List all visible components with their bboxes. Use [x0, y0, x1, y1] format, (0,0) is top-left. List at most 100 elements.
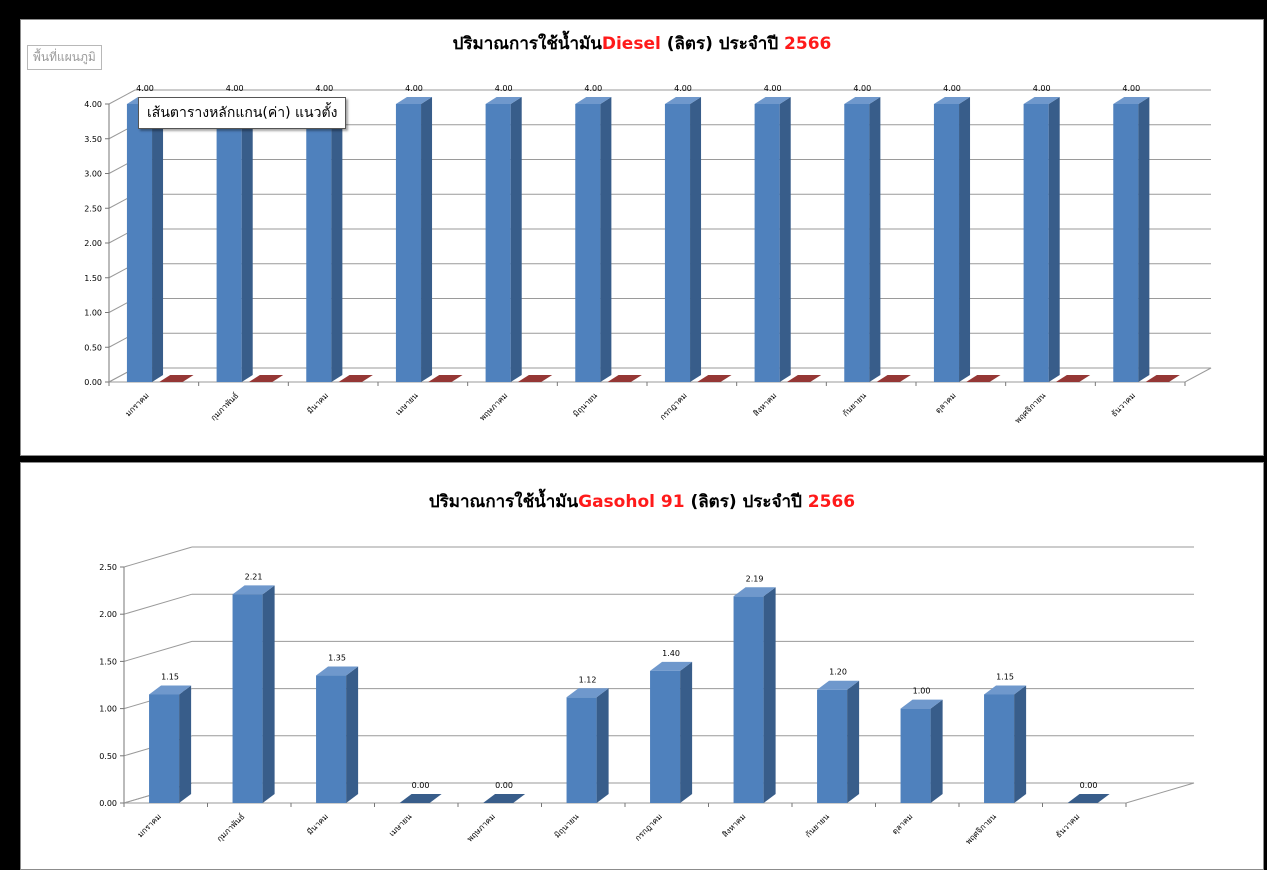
data-label: 4.00: [584, 84, 602, 93]
series2-bar-4: [428, 375, 463, 382]
data-label: 0.00: [1080, 781, 1098, 790]
series2-bar-3: [338, 375, 373, 382]
bar-side: [179, 685, 192, 803]
bar-side: [421, 97, 433, 382]
bar-side: [262, 585, 275, 803]
bar-side: [869, 97, 881, 382]
bar-front: [1113, 104, 1139, 382]
y-tick-label: 2.50: [84, 204, 102, 213]
bar-side: [510, 97, 522, 382]
series2-bar-2: [248, 375, 284, 382]
bar-10: [933, 97, 971, 382]
series2-bar-5: [517, 375, 553, 382]
bar-front: [216, 104, 242, 382]
x-tick-label: เมษายน: [387, 812, 413, 838]
gridline-depth: [108, 89, 136, 105]
bar-9: [817, 680, 860, 803]
bar-side: [847, 680, 860, 803]
y-tick-label: 2.00: [84, 239, 102, 248]
data-label: 4.00: [405, 84, 423, 93]
x-tick-label: มิถุนายน: [571, 391, 599, 419]
gasohol-chart-plot[interactable]: 0.00 0.50 1.00 1.50 2.00 2.50 1.15 มกราคม 2.21 กุ…: [21, 463, 1263, 869]
data-label: 2.19: [746, 574, 764, 583]
y-tick-label: 1.00: [84, 309, 102, 318]
x-tick-label: สิงหาคม: [720, 812, 747, 839]
gridline-depth: [123, 640, 193, 662]
data-label: 4.00: [495, 84, 513, 93]
bar-7: [650, 661, 693, 803]
bar-side: [1138, 97, 1150, 382]
data-label: 1.20: [829, 668, 847, 677]
bar-top: [575, 97, 612, 104]
bar-2: [232, 585, 275, 803]
bar-top: [984, 685, 1027, 695]
data-label: 2.21: [245, 572, 263, 581]
bar-front: [754, 104, 780, 382]
bar-side: [152, 97, 164, 382]
y-tick-label: 4.00: [84, 100, 102, 109]
data-label: 4.00: [136, 84, 154, 93]
diesel-chart-panel[interactable]: ปริมาณการใช้น้ำมันDiesel (ลิตร) ประจำปี …: [20, 19, 1264, 456]
gasohol-chart-panel[interactable]: ปริมาณการใช้น้ำมันGasohol 91 (ลิตร) ประจ…: [20, 462, 1264, 870]
bar-front: [566, 697, 597, 803]
bar-top: [733, 587, 776, 597]
y-tick-label: 3.00: [84, 170, 102, 179]
data-label: 0.00: [495, 781, 513, 790]
x-tick-label: มิถุนายน: [553, 812, 581, 840]
x-tick-label: กุมภาพันธ์: [214, 811, 246, 843]
bar-side: [1048, 97, 1060, 382]
y-tick-label: 1.50: [84, 274, 102, 283]
bar-top: [754, 97, 791, 104]
x-tick-label: พฤษภาคม: [478, 391, 510, 423]
bar-6: [566, 688, 609, 803]
bar-top: [650, 661, 693, 671]
bar-top: [316, 666, 359, 676]
y-tick-label: 1.50: [99, 657, 117, 666]
bar-5: [485, 97, 522, 382]
y-tick-label: 3.50: [84, 135, 102, 144]
x-tick-label: ตุลาคม: [890, 812, 914, 836]
bar-front: [733, 596, 764, 803]
x-tick-label: กันยายน: [841, 391, 869, 419]
y-tick-label: 0.00: [99, 799, 117, 808]
x-tick-label: มีนาคม: [305, 391, 330, 416]
data-label: 4.00: [764, 84, 782, 93]
bar-front: [395, 104, 422, 382]
x-tick-label: กรกฎาคม: [658, 391, 689, 422]
x-tick-label: ตุลาคม: [934, 391, 958, 415]
gridline-depth: [123, 546, 193, 568]
chart-title: ปริมาณการใช้น้ำมันGasohol 91 (ลิตร) ประจ…: [428, 492, 856, 512]
bar-3: [306, 97, 343, 382]
bar-top: [1023, 97, 1060, 104]
data-label: 1.00: [913, 687, 931, 696]
bar-flat: [399, 794, 442, 803]
bar-top: [232, 585, 275, 595]
y-tick-label: 2.00: [99, 610, 117, 619]
data-label: 1.15: [996, 672, 1014, 681]
data-label: 1.12: [579, 675, 597, 684]
y-tick-label: 2.50: [99, 563, 117, 572]
diesel-chart-plot[interactable]: 0.00 0.50 1.00 1.50 2.00 2.50 3.00 3.50 4.00 4.00…: [21, 20, 1263, 455]
bar-side: [596, 688, 609, 803]
y-tick-label: 0.50: [99, 752, 117, 761]
bar-side: [1014, 685, 1027, 803]
bar-1: [149, 685, 192, 803]
bar-1: [126, 97, 164, 382]
gridline-tooltip: เส้นตารางหลักแกน(ค่า) แนวตั้ง: [138, 97, 347, 129]
series2-bar-1: [159, 375, 194, 382]
bar-side: [763, 587, 776, 803]
bar-front: [933, 104, 960, 382]
bar-side: [959, 97, 971, 382]
bar-side: [680, 661, 693, 803]
bar-top: [395, 97, 433, 104]
bar-front: [844, 104, 870, 382]
y-tick-label: 0.00: [84, 378, 102, 387]
bar-front: [126, 104, 153, 382]
chart-area-label: พื้นที่แผนภูมิ: [27, 45, 102, 70]
data-label: 4.00: [1033, 84, 1051, 93]
data-label: 1.35: [328, 654, 346, 663]
bar-top: [664, 97, 702, 104]
bar-front: [984, 694, 1015, 803]
bar-top: [933, 97, 971, 104]
bar-top: [817, 680, 860, 690]
